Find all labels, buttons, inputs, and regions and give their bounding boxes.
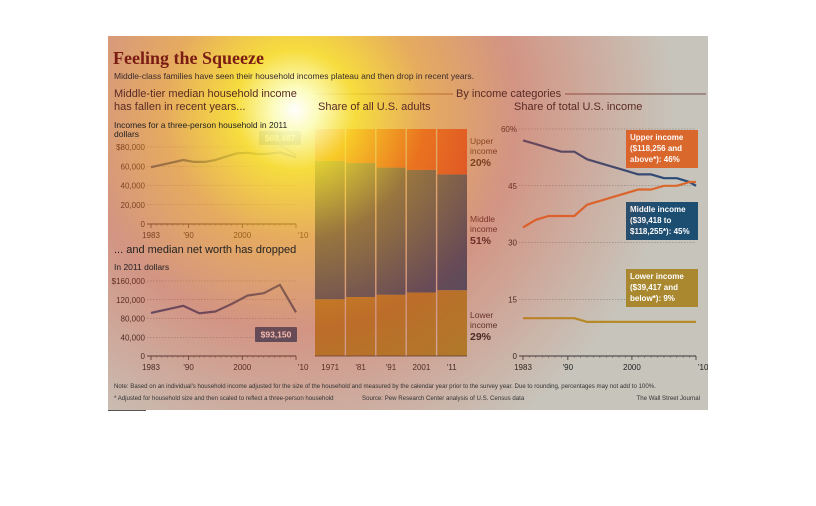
networth-callout-label: $93,150 — [261, 330, 292, 340]
income-share-chart-xtick-label: 2000 — [623, 363, 641, 372]
adults-xtick-label: 1971 — [321, 363, 339, 372]
adults-label-lower-income-line2: income — [470, 320, 498, 330]
income-chart-xtick-label: 2000 — [233, 231, 251, 240]
income-share-chart-ytick-label: 60% — [501, 125, 517, 134]
networth-heading: ... and median net worth has dropped — [114, 244, 297, 256]
networth-chart-ytick-label: $160,000 — [112, 277, 146, 286]
adults-label-upper-income-value: 20% — [470, 157, 492, 169]
income-share-chart-ytick-label: 15 — [508, 295, 517, 304]
adults-label-upper-income-line1: Upper — [470, 136, 493, 146]
income-heading-line2: has fallen in recent years... — [114, 101, 246, 113]
income-unit-line2: dollars — [114, 129, 140, 139]
adults-label-lower-income-line1: Lower — [470, 310, 493, 320]
income-share-chart-xtick-label: '90 — [563, 363, 574, 372]
income-share-chart-ytick-label: 0 — [513, 352, 518, 361]
adults-bar-segment-middle-income — [375, 167, 407, 295]
income-share-label-upper-income-line2: ($118,256 and — [630, 144, 682, 153]
income-share-chart-ytick-label: 45 — [508, 182, 517, 191]
income-share-label-upper-income-line3: above*): 46% — [630, 155, 680, 164]
adults-bar-segment-middle-income — [406, 169, 437, 293]
page-subtitle: Middle-class families have seen their ho… — [114, 71, 475, 81]
chart-note: Note: Based on an individual's household… — [114, 383, 656, 390]
adults-bar-segment-upper-income — [375, 129, 407, 168]
income-unit-line1: Incomes for a three-person household in … — [114, 120, 288, 130]
networth-chart-ytick-label: 120,000 — [116, 296, 145, 305]
publisher-credit: The Wall Street Journal — [636, 395, 700, 402]
chart-source: Source: Pew Research Center analysis of … — [362, 395, 525, 402]
adults-bar-segment-lower-income — [436, 290, 467, 356]
adults-bar-segment-upper-income — [315, 129, 346, 161]
adults-xtick-label: '81 — [355, 363, 366, 372]
income-share-label-lower-income-line2: ($39,417 and — [630, 283, 678, 292]
adults-share-heading: Share of all U.S. adults — [318, 101, 431, 113]
adults-bar-segment-lower-income — [315, 299, 346, 356]
income-chart-xtick-label: '90 — [183, 231, 194, 240]
adults-xtick-label: '91 — [386, 363, 397, 372]
income-callout-label: $69,487 — [265, 133, 296, 143]
adults-label-upper-income-line2: income — [470, 146, 498, 156]
networth-chart-xtick-label: '10 — [298, 363, 309, 372]
income-share-label-lower-income-line3: below*): 9% — [630, 294, 675, 303]
networth-chart-ytick-label: 0 — [141, 352, 146, 361]
networth-chart-ytick-label: 80,000 — [121, 315, 146, 324]
infographic: 0 20,000 40,000 60,000 $80,000 1983 '90 2000 '10… — [108, 36, 708, 410]
networth-chart-series-line — [150, 283, 297, 315]
adults-bar-segment-upper-income — [436, 129, 467, 175]
income-share-chart-ytick-label: 30 — [508, 239, 517, 248]
income-chart-series-line — [150, 151, 297, 169]
adults-xtick-label: 2001 — [413, 363, 431, 372]
adults-label-middle-income-line2: income — [470, 224, 498, 234]
adults-bar-segment-upper-income — [406, 129, 437, 170]
chart-footnote: * Adjusted for household size and then s… — [114, 395, 334, 402]
adults-label-middle-income-value: 51% — [470, 235, 492, 247]
adults-bar-segment-upper-income — [345, 129, 376, 164]
adults-xtick-label: '11 — [447, 363, 457, 372]
income-chart-ytick-label: 60,000 — [121, 162, 146, 171]
adults-bar-segment-lower-income — [375, 294, 407, 356]
adults-label-middle-income-line1: Middle — [470, 214, 495, 224]
income-chart-ytick-label: $80,000 — [116, 143, 145, 152]
income-chart-xtick-label: 1983 — [142, 231, 160, 240]
income-chart-ytick-label: 0 — [141, 220, 146, 229]
income-share-heading: Share of total U.S. income — [514, 101, 643, 113]
networth-chart-xtick-label: 1983 — [142, 363, 160, 372]
adults-bar-segment-lower-income — [345, 296, 376, 356]
adults-label-lower-income-value: 29% — [470, 331, 492, 343]
networth-chart-xtick-label: 2000 — [233, 363, 251, 372]
income-share-label-upper-income-line1: Upper income — [630, 133, 684, 142]
income-share-label-lower-income-line1: Lower income — [630, 272, 684, 281]
income-chart-xtick-label: '10 — [298, 231, 309, 240]
income-share-label-middle-income-line2: ($39,418 to — [630, 216, 671, 225]
adults-bar-segment-middle-income — [436, 174, 467, 291]
underline-mark — [108, 410, 146, 411]
income-share-chart-xtick-label: '10 — [698, 363, 708, 372]
income-share-chart-xtick-label: 1983 — [514, 363, 532, 372]
income-heading-line1: Middle-tier median household income — [114, 88, 297, 100]
adults-bar-segment-lower-income — [406, 292, 437, 356]
networth-chart-ytick-label: 40,000 — [121, 333, 146, 342]
income-chart-ytick-label: 40,000 — [121, 182, 146, 191]
income-share-label-middle-income-line3: $118,255*): 45% — [630, 227, 690, 236]
adults-bar-segment-middle-income — [315, 160, 346, 300]
networth-unit: In 2011 dollars — [114, 262, 170, 272]
networth-chart-xtick-label: '90 — [183, 363, 194, 372]
income-chart-ytick-label: 20,000 — [121, 201, 146, 210]
income-share-chart-series-line — [523, 317, 696, 323]
adults-bar-segment-middle-income — [345, 163, 376, 297]
page-title: Feeling the Squeeze — [113, 48, 264, 68]
income-share-label-middle-income-line1: Middle income — [630, 205, 686, 214]
categories-header: By income categories — [456, 88, 562, 100]
